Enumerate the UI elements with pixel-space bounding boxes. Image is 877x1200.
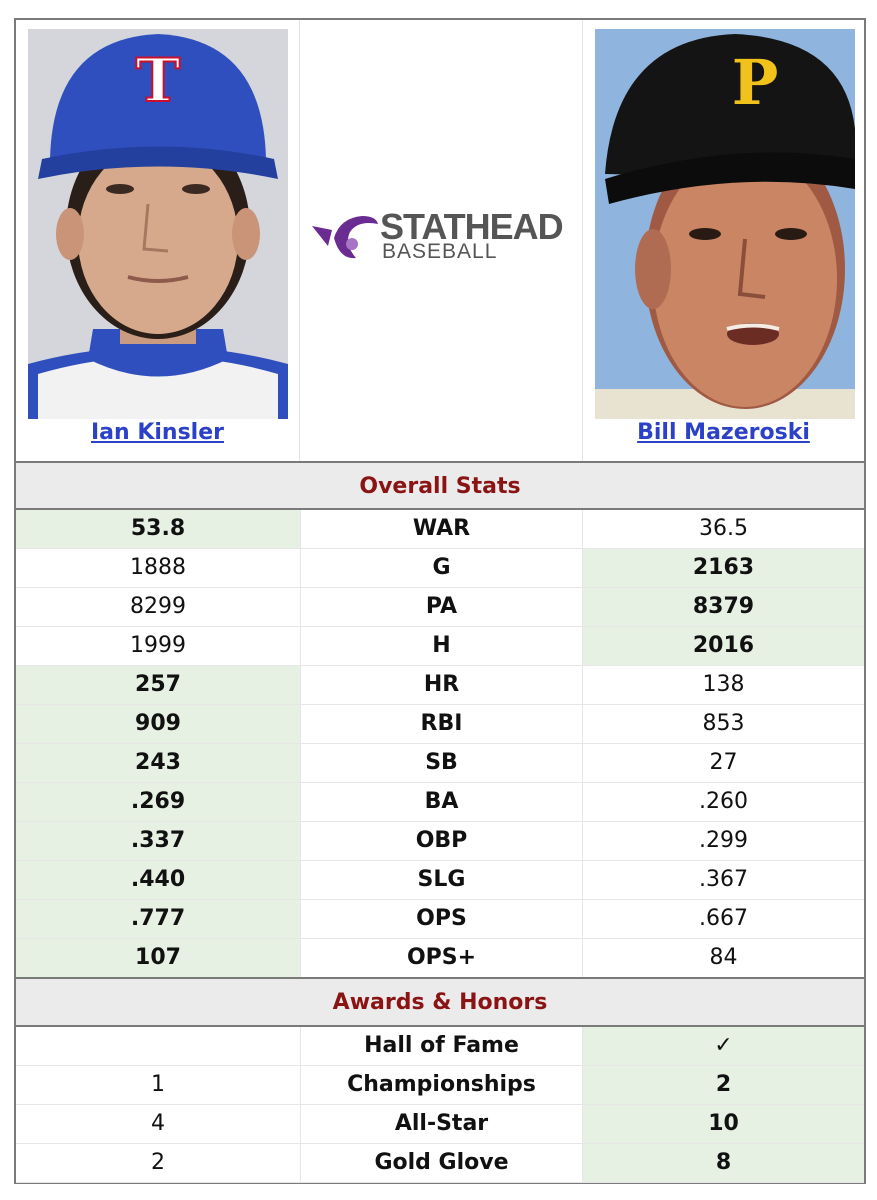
- overall-left-value: .337: [16, 822, 300, 860]
- overall-right-value: 853: [702, 711, 745, 736]
- overall-right-value: 2016: [583, 627, 864, 665]
- overall-right-value: 138: [702, 672, 745, 697]
- overall-right-value: .367: [699, 867, 748, 892]
- overall-right-value: .260: [699, 789, 748, 814]
- overall-stat-label: BA: [300, 783, 583, 821]
- svg-text:T: T: [136, 46, 181, 116]
- logo-subtitle: BASEBALL: [382, 240, 498, 263]
- overall-left-value: 1888: [130, 555, 186, 580]
- award-stat-label: All-Star: [300, 1105, 583, 1143]
- overall-stat-label: SB: [300, 744, 583, 782]
- overall-right-value: 8379: [583, 588, 864, 626]
- left-player-cell: T Ian Kinsler: [16, 20, 300, 461]
- overall-left-value: .777: [16, 900, 300, 938]
- left-player-photo: T: [28, 29, 288, 419]
- overall-left-value: 909: [16, 705, 300, 743]
- overall-stats-table: 53.8 WAR 36.5 1888 G 2163 8299 PA 8379 1999 H 2016 2…: [16, 510, 864, 978]
- overall-stat-label: H: [300, 627, 583, 665]
- overall-stat-label: HR: [300, 666, 583, 704]
- overall-right-value: .299: [699, 828, 748, 853]
- right-player-photo-image: P: [595, 29, 855, 419]
- overall-row: 8299 PA 8379: [16, 588, 864, 627]
- award-left-value: [16, 1027, 300, 1065]
- overall-left-value: 1999: [130, 633, 186, 658]
- comparison-card: T Ian Kinsler STATHEAD BASEBALL: [14, 18, 866, 1184]
- left-player-photo-image: T: [28, 29, 288, 419]
- award-stat-label: Championships: [300, 1066, 583, 1104]
- award-row: Hall of Fame ✓: [16, 1027, 864, 1066]
- award-right-value: 10: [583, 1105, 864, 1143]
- award-stat-label: Hall of Fame: [300, 1027, 583, 1065]
- overall-right-value: 36.5: [699, 516, 748, 541]
- right-player-cell: P Bill Mazeroski: [583, 20, 864, 461]
- stathead-baseball-icon: [312, 216, 378, 259]
- award-left-value: 2: [151, 1150, 165, 1175]
- player-header: T Ian Kinsler STATHEAD BASEBALL: [16, 20, 864, 461]
- overall-row: .440 SLG .367: [16, 861, 864, 900]
- overall-left-value: 8299: [130, 594, 186, 619]
- overall-right-value: 2163: [583, 549, 864, 587]
- overall-left-value: .269: [16, 783, 300, 821]
- awards-header: Awards & Honors: [16, 977, 864, 1027]
- stathead-logo: STATHEAD BASEBALL: [310, 206, 576, 268]
- overall-row: 257 HR 138: [16, 666, 864, 705]
- overall-left-value: 257: [16, 666, 300, 704]
- overall-stat-label: RBI: [300, 705, 583, 743]
- overall-stat-label: G: [300, 549, 583, 587]
- overall-stat-label: OBP: [300, 822, 583, 860]
- overall-left-value: 243: [16, 744, 300, 782]
- award-row: 1 Championships 2: [16, 1066, 864, 1105]
- overall-row: .337 OBP .299: [16, 822, 864, 861]
- overall-stat-label: SLG: [300, 861, 583, 899]
- left-player-name-link[interactable]: Ian Kinsler: [90, 420, 224, 445]
- overall-row: 909 RBI 853: [16, 705, 864, 744]
- overall-stat-label: PA: [300, 588, 583, 626]
- overall-right-value: .667: [699, 906, 748, 931]
- right-player-name-link[interactable]: Bill Mazeroski: [637, 420, 810, 445]
- logo-cell: STATHEAD BASEBALL: [300, 20, 583, 461]
- award-left-value: 1: [151, 1072, 165, 1097]
- overall-left-value: 53.8: [16, 510, 300, 548]
- award-row: 4 All-Star 10: [16, 1105, 864, 1144]
- award-left-value: 4: [151, 1111, 165, 1136]
- award-row: 2 Gold Glove 8: [16, 1144, 864, 1183]
- overall-row: 243 SB 27: [16, 744, 864, 783]
- overall-left-value: .440: [16, 861, 300, 899]
- overall-row: .777 OPS .667: [16, 900, 864, 939]
- right-player-photo: P: [595, 29, 855, 419]
- awards-table: Hall of Fame ✓ 1 Championships 2 4 All-Star 10 2…: [16, 1027, 864, 1183]
- award-stat-label: Gold Glove: [300, 1144, 583, 1182]
- overall-stats-header: Overall Stats: [16, 461, 864, 510]
- overall-right-value: 27: [709, 750, 738, 775]
- overall-row: 53.8 WAR 36.5: [16, 510, 864, 549]
- overall-stat-label: WAR: [300, 510, 583, 548]
- award-right-value: ✓: [583, 1027, 864, 1065]
- overall-left-value: 107: [16, 939, 300, 977]
- overall-right-value: 84: [709, 945, 738, 970]
- svg-text:P: P: [732, 46, 779, 119]
- overall-row: 1888 G 2163: [16, 549, 864, 588]
- overall-row: .269 BA .260: [16, 783, 864, 822]
- award-right-value: 8: [583, 1144, 864, 1182]
- logo-wordmark: STATHEAD: [380, 206, 564, 247]
- overall-row: 1999 H 2016: [16, 627, 864, 666]
- award-right-value: 2: [583, 1066, 864, 1104]
- overall-stat-label: OPS+: [300, 939, 583, 977]
- overall-row: 107 OPS+ 84: [16, 939, 864, 978]
- overall-stat-label: OPS: [300, 900, 583, 938]
